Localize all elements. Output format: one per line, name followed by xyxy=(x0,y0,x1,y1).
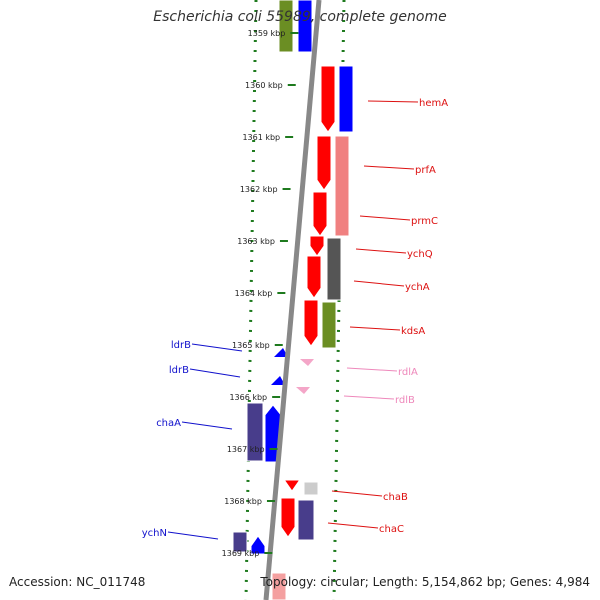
gene-label-rdlb[interactable]: rdlB xyxy=(395,395,415,406)
kbp-ticks: 1359 kbp 1360 kbp 1361 kbp 1362 kbp 1363 kbp… xyxy=(222,29,299,558)
gene-leader-line xyxy=(343,395,395,400)
gene-leader-line xyxy=(363,165,415,170)
feature-blocks xyxy=(232,0,354,600)
gene-block xyxy=(326,237,342,301)
map-title: Escherichia coli 55989, complete genome xyxy=(153,9,447,25)
gene-block xyxy=(232,531,248,553)
gene-label-chac[interactable]: chaC xyxy=(379,524,404,535)
gene-label-ycha[interactable]: ychA xyxy=(405,282,430,293)
gene-leader-line xyxy=(346,367,398,372)
gene-label-ldrb[interactable]: ldrB xyxy=(171,340,191,351)
gene-block xyxy=(271,572,287,600)
tick-label: 1367 kbp xyxy=(227,445,265,454)
gene-label-rdla[interactable]: rdlA xyxy=(398,367,418,378)
tick-label: 1361 kbp xyxy=(242,133,280,142)
gene-block xyxy=(320,65,336,133)
tick-label: 1362 kbp xyxy=(240,185,278,194)
tick-label: 1366 kbp xyxy=(229,393,267,402)
gene-block xyxy=(303,299,319,347)
gene-block xyxy=(296,387,310,394)
gene-block xyxy=(334,135,350,237)
gene-leader-line xyxy=(349,326,401,331)
gene-leader-line xyxy=(353,280,405,287)
topology-text: Topology: circular; Length: 5,154,862 bp… xyxy=(260,575,590,589)
gene-block xyxy=(274,348,288,357)
gene-leader-line xyxy=(167,531,219,540)
gene-block xyxy=(309,235,325,257)
gene-leader-line xyxy=(181,421,233,430)
gene-block xyxy=(300,359,314,366)
gene-leader-line xyxy=(191,343,243,352)
gene-leader-line xyxy=(355,248,407,254)
ring-inner-outline xyxy=(244,0,258,600)
tick-label: 1368 kbp xyxy=(224,497,262,506)
gene-leader-line xyxy=(367,100,419,103)
tick-label: 1364 kbp xyxy=(235,289,273,298)
gene-leader-line xyxy=(359,215,411,221)
gene-block xyxy=(246,402,264,462)
gene-label-chaa[interactable]: chaA xyxy=(156,418,181,429)
tick-label: 1359 kbp xyxy=(248,29,286,38)
gene-labels: hemA prfA prmC ychQ ychA kdsA ldrB ldrB rdlA rdlB… xyxy=(142,98,448,540)
gene-block xyxy=(297,0,313,53)
gene-block xyxy=(303,481,319,496)
gene-block xyxy=(297,499,315,541)
gene-label-kdsa[interactable]: kdsA xyxy=(401,326,425,337)
tick-label: 1360 kbp xyxy=(245,81,283,90)
gene-label-ldrb[interactable]: ldrB xyxy=(169,365,189,376)
gene-block xyxy=(280,497,296,538)
gene-block xyxy=(250,535,266,555)
gene-label-prfa[interactable]: prfA xyxy=(415,165,436,176)
tick-label: 1363 kbp xyxy=(237,237,275,246)
gene-label-hema[interactable]: hemA xyxy=(419,98,448,109)
gene-block xyxy=(306,255,322,299)
gene-leader-line xyxy=(331,490,383,497)
gene-block xyxy=(338,65,354,133)
gene-block xyxy=(271,376,285,385)
gene-block xyxy=(312,191,328,237)
gene-label-chab[interactable]: chaB xyxy=(383,492,408,503)
gene-block xyxy=(284,479,300,492)
gene-label-ychn[interactable]: ychN xyxy=(142,528,167,539)
gene-leader-line xyxy=(327,522,379,529)
gene-block xyxy=(278,0,294,53)
gene-block xyxy=(321,301,337,349)
gene-block xyxy=(316,135,332,191)
gene-label-prmc[interactable]: prmC xyxy=(411,216,438,227)
tick-label: 1369 kbp xyxy=(222,549,260,558)
tick-label: 1365 kbp xyxy=(232,341,270,350)
gene-label-ychq[interactable]: ychQ xyxy=(407,249,433,260)
accession-text: Accession: NC_011748 xyxy=(9,575,146,589)
gene-leader-line xyxy=(189,368,241,378)
